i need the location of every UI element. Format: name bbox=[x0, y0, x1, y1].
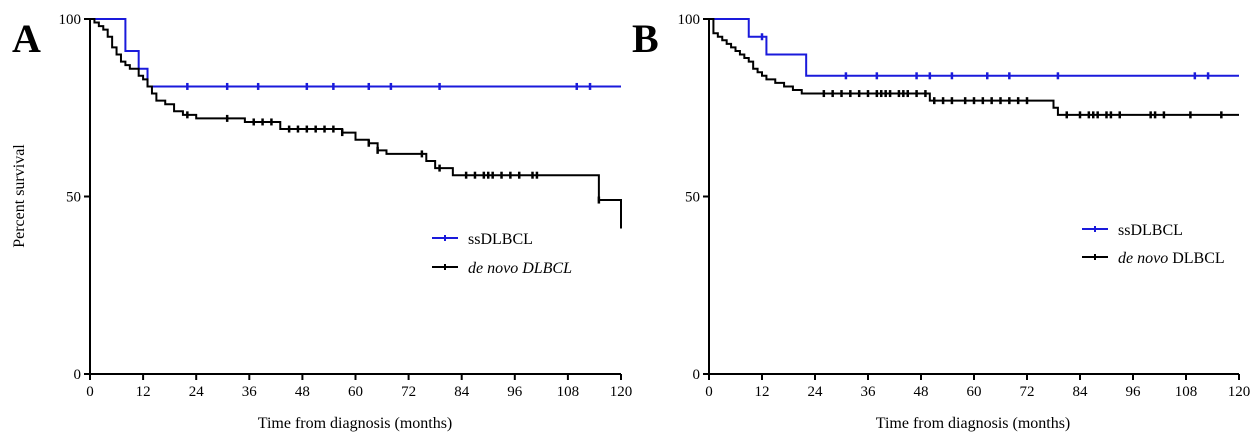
panel-letter-b: B bbox=[632, 16, 659, 61]
x-tick-label-84-a: 84 bbox=[454, 384, 470, 400]
panel-letter-a: A bbox=[12, 16, 41, 61]
legend-label-de-novo-a: de novo DLBCL bbox=[468, 260, 572, 277]
y-tick-label-100-b: 100 bbox=[678, 12, 701, 28]
x-tick-label-96-b: 96 bbox=[1126, 384, 1142, 400]
x-tick-label-0-b: 0 bbox=[705, 384, 713, 400]
plot-area-b bbox=[709, 18, 1239, 119]
y-tick-label-50-b: 50 bbox=[685, 190, 700, 206]
x-tick-label-72-b: 72 bbox=[1020, 384, 1035, 400]
legend-entry-de-novo-b: de novo DLBCL bbox=[1082, 250, 1225, 267]
legend-label-ssdlbcl-b: ssDLBCL bbox=[1118, 222, 1183, 239]
x-tick-label-0-a: 0 bbox=[86, 384, 94, 400]
x-tick-label-12-b: 12 bbox=[755, 384, 770, 400]
y-tick-label-100-a: 100 bbox=[59, 12, 82, 28]
legend-label-de-novo-roman-part-b: DLBCL bbox=[1168, 250, 1224, 267]
y-tick-label-50-a: 50 bbox=[66, 190, 81, 206]
plot-area-a bbox=[90, 18, 622, 229]
survival-curve-ssdlbcl-b bbox=[709, 18, 1239, 77]
x-tick-label-108-a: 108 bbox=[557, 384, 580, 400]
survival-curve-ssdlbcl-a bbox=[90, 18, 621, 88]
legend-entry-ssdlbcl-b: ssDLBCL bbox=[1082, 222, 1183, 239]
x-tick-label-60-b: 60 bbox=[967, 384, 982, 400]
y-axis-title-a: Percent survival bbox=[11, 144, 28, 248]
panel-b: B 0 12 24 36 48 60 72 84 96 108 120 0 50 100 Time fro… bbox=[632, 12, 1250, 432]
x-tick-label-12-a: 12 bbox=[136, 384, 151, 400]
legend-label-de-novo-italic-part-b: de novo bbox=[1118, 250, 1168, 267]
x-axis-title-b: Time from diagnosis (months) bbox=[876, 415, 1071, 432]
x-tick-label-24-b: 24 bbox=[808, 384, 824, 400]
x-tick-label-48-b: 48 bbox=[914, 384, 929, 400]
survival-curve-de-novo-b bbox=[709, 18, 1239, 116]
axes-b: 0 12 24 36 48 60 72 84 96 108 120 0 50 100 bbox=[678, 12, 1251, 400]
x-tick-label-36-a: 36 bbox=[242, 384, 258, 400]
panel-a: A 0 12 24 36 48 60 72 84 96 108 120 0 50 100 Time fro… bbox=[11, 12, 632, 432]
survival-curve-de-novo-a bbox=[90, 18, 622, 229]
y-tick-label-0-b: 0 bbox=[693, 367, 701, 383]
legend-entry-ssdlbcl-a: ssDLBCL bbox=[432, 231, 533, 248]
x-tick-label-24-a: 24 bbox=[189, 384, 205, 400]
axes-a: 0 12 24 36 48 60 72 84 96 108 120 0 50 100 bbox=[59, 12, 633, 400]
legend-label-ssdlbcl-a: ssDLBCL bbox=[468, 231, 533, 248]
x-tick-label-36-b: 36 bbox=[861, 384, 877, 400]
x-tick-label-48-a: 48 bbox=[295, 384, 310, 400]
legend-b: ssDLBCL de novo DLBCL bbox=[1082, 222, 1225, 267]
x-tick-label-60-a: 60 bbox=[348, 384, 363, 400]
x-tick-label-120-a: 120 bbox=[610, 384, 633, 400]
y-tick-label-0-a: 0 bbox=[74, 367, 82, 383]
x-tick-label-72-a: 72 bbox=[401, 384, 416, 400]
x-tick-label-84-b: 84 bbox=[1073, 384, 1089, 400]
legend-a: ssDLBCL de novo DLBCL bbox=[432, 231, 572, 277]
legend-entry-de-novo-a: de novo DLBCL bbox=[432, 260, 572, 277]
x-tick-label-120-b: 120 bbox=[1228, 384, 1251, 400]
x-tick-label-96-a: 96 bbox=[507, 384, 523, 400]
x-axis-title-a: Time from diagnosis (months) bbox=[258, 415, 453, 432]
legend-label-de-novo-b: de novo DLBCL bbox=[1118, 250, 1225, 267]
x-tick-label-108-b: 108 bbox=[1175, 384, 1198, 400]
